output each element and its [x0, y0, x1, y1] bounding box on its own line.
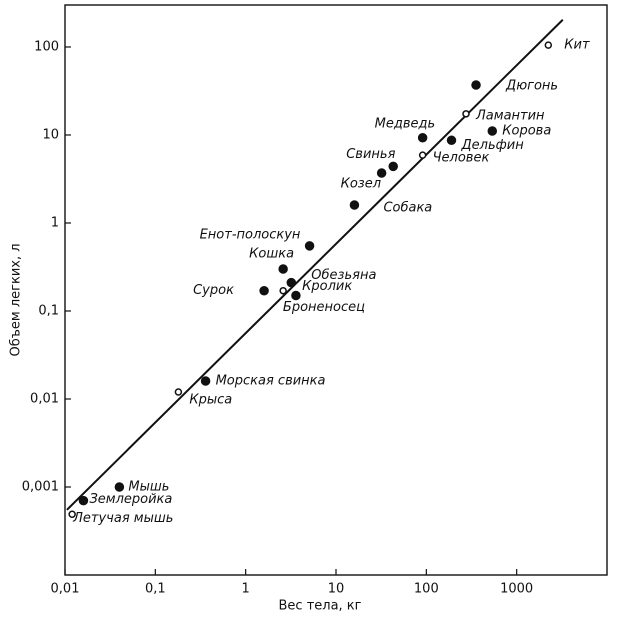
data-point — [349, 200, 360, 210]
point-label: Человек — [433, 151, 490, 166]
point-label: Дюгонь — [505, 78, 558, 93]
point-label: Крыса — [189, 393, 232, 408]
data-point — [304, 241, 315, 251]
point-label: Корова — [502, 124, 551, 139]
data-point — [417, 133, 428, 143]
x-tick-label: 0,1 — [145, 582, 166, 597]
point-label: Мышь — [128, 479, 169, 494]
data-point — [446, 135, 457, 146]
x-tick-label: 1000 — [500, 582, 533, 597]
point-label: Медведь — [375, 116, 436, 131]
data-point — [286, 277, 297, 288]
data-point — [376, 168, 387, 178]
point-label: Ламантин — [475, 108, 545, 123]
data-point — [114, 482, 125, 492]
y-tick-label: 100 — [34, 39, 59, 54]
x-tick-label: 100 — [414, 582, 439, 597]
data-point — [68, 510, 76, 519]
data-point — [544, 41, 553, 49]
y-tick-label: 10 — [42, 127, 59, 142]
data-point — [388, 161, 398, 172]
data-point — [418, 151, 427, 159]
point-label: Свинья — [346, 147, 395, 162]
point-label: Сурок — [193, 283, 234, 298]
data-point — [200, 376, 211, 386]
data-point — [291, 290, 301, 301]
point-label: Дельфин — [461, 138, 525, 153]
point-label: Землеройка — [89, 492, 172, 507]
data-point — [462, 110, 470, 118]
y-tick-label: 0,01 — [30, 391, 59, 406]
y-axis-label: Объем легких, л — [9, 243, 24, 356]
point-label: Козел — [341, 176, 381, 191]
fit-line — [66, 19, 564, 511]
point-label: Кошка — [249, 247, 294, 262]
x-axis-label: Вес тела, кг — [279, 599, 362, 614]
point-label: Собака — [383, 201, 432, 216]
data-point — [259, 285, 269, 296]
point-label: Обезьяна — [311, 268, 376, 283]
y-tick-label: 1 — [51, 215, 59, 230]
point-label: Летучая мышь — [72, 511, 173, 526]
point-label: Кит — [564, 38, 590, 53]
y-tick-label: 0,1 — [38, 303, 59, 318]
data-point — [471, 80, 481, 90]
x-tick-label: 1 — [242, 582, 250, 597]
point-label: Броненосец — [283, 300, 365, 315]
point-label: Морская свинка — [216, 374, 326, 389]
point-label: Кролик — [302, 279, 352, 294]
x-tick-label: 0,01 — [51, 582, 80, 597]
point-label: Енот-полоскун — [200, 227, 301, 242]
y-tick-label: 0,001 — [22, 479, 59, 494]
data-point — [174, 388, 183, 396]
x-tick-label: 10 — [328, 582, 345, 597]
data-point — [278, 264, 288, 274]
data-point — [487, 126, 498, 136]
data-point — [78, 495, 89, 506]
data-point — [279, 286, 287, 295]
